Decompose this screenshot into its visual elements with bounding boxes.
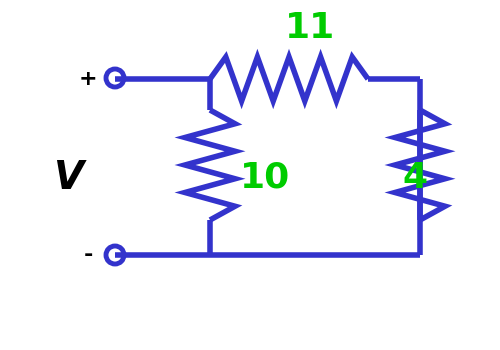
Text: 11: 11 (285, 11, 335, 45)
Text: 4: 4 (402, 161, 427, 195)
Text: +: + (78, 69, 98, 89)
Text: V: V (53, 159, 83, 197)
Text: -: - (84, 245, 92, 265)
Text: 10: 10 (240, 161, 290, 195)
